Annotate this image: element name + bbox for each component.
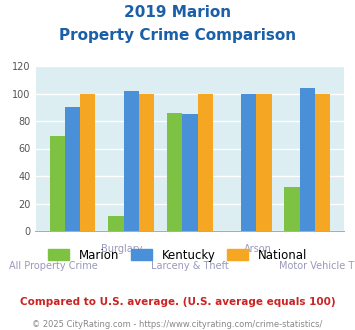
Text: Arson: Arson bbox=[244, 244, 272, 254]
Bar bbox=[108, 216, 124, 231]
Bar bbox=[80, 93, 95, 231]
Legend: Marion, Kentucky, National: Marion, Kentucky, National bbox=[43, 244, 312, 266]
Bar bbox=[167, 113, 182, 231]
Text: Property Crime Comparison: Property Crime Comparison bbox=[59, 28, 296, 43]
Text: 2019 Marion: 2019 Marion bbox=[124, 5, 231, 20]
Bar bbox=[139, 93, 154, 231]
Text: Motor Vehicle Theft: Motor Vehicle Theft bbox=[279, 261, 355, 271]
Bar bbox=[198, 93, 213, 231]
Bar bbox=[241, 93, 256, 231]
Text: All Property Crime: All Property Crime bbox=[9, 261, 98, 271]
Bar bbox=[256, 93, 272, 231]
Bar bbox=[284, 187, 300, 231]
Bar bbox=[50, 136, 65, 231]
Bar bbox=[315, 93, 330, 231]
Bar bbox=[300, 88, 315, 231]
Text: Compared to U.S. average. (U.S. average equals 100): Compared to U.S. average. (U.S. average … bbox=[20, 297, 335, 307]
Bar bbox=[124, 91, 139, 231]
Bar bbox=[182, 114, 198, 231]
Text: © 2025 CityRating.com - https://www.cityrating.com/crime-statistics/: © 2025 CityRating.com - https://www.city… bbox=[32, 320, 323, 329]
Bar bbox=[65, 107, 80, 231]
Text: Burglary: Burglary bbox=[101, 244, 142, 254]
Text: Larceny & Theft: Larceny & Theft bbox=[151, 261, 229, 271]
